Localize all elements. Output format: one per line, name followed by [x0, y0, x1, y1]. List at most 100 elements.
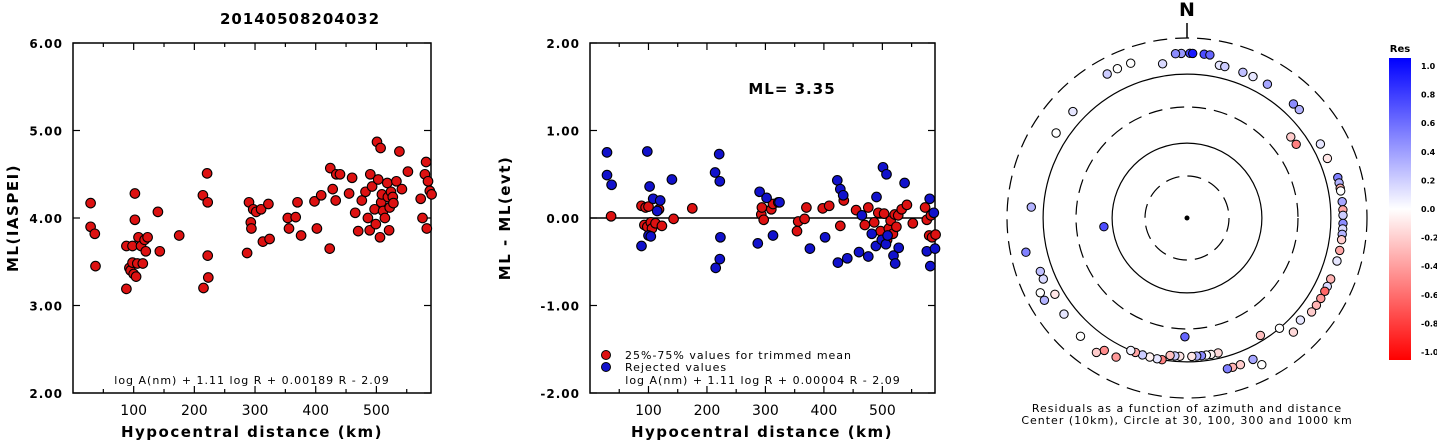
data-point: [129, 188, 141, 199]
data-point: [866, 228, 878, 240]
data-point: [295, 230, 307, 241]
y-tick-label: 4.00: [29, 212, 63, 226]
station-residual: [1286, 132, 1296, 142]
data-point: [881, 168, 892, 180]
data-point: [129, 214, 141, 226]
data-point: [834, 220, 846, 232]
station-residual: [1288, 99, 1299, 109]
station-residual: [1099, 345, 1110, 356]
station-residual: [1051, 128, 1061, 138]
data-point: [668, 213, 679, 225]
data-point: [891, 221, 902, 233]
station-residual: [1220, 61, 1230, 72]
y-axis-label-1: ML(IASPEI): [4, 164, 22, 272]
distance-circle: [1075, 106, 1299, 330]
data-point: [636, 240, 647, 252]
data-point: [919, 202, 931, 213]
data-point: [924, 260, 936, 272]
distance-circle: [1111, 142, 1263, 294]
station-residual: [1188, 48, 1198, 59]
station-residual: [1288, 327, 1299, 337]
north-label: N: [1179, 0, 1195, 21]
data-point: [374, 231, 386, 243]
x-tick-label: 500: [363, 403, 390, 419]
data-point: [381, 177, 393, 189]
y-tick-label: 0.00: [546, 212, 580, 226]
data-point: [422, 175, 434, 187]
data-point: [774, 196, 785, 208]
data-point: [899, 177, 910, 189]
data-point: [831, 175, 843, 186]
station-residual: [1187, 351, 1197, 362]
ml-annotation: ML= 3.35: [748, 80, 835, 98]
data-point: [853, 246, 865, 258]
data-point: [654, 195, 666, 206]
legend: 25%-75% values for trimmed mean Rejected…: [601, 349, 852, 374]
station-residual: [1205, 50, 1215, 60]
data-point: [402, 166, 414, 177]
station-residual: [1091, 347, 1102, 358]
x-tick-labels-2: 100 200 300 400 500: [635, 403, 896, 419]
data-point: [754, 186, 765, 198]
x-tick-label: 200: [694, 403, 721, 419]
station-residual: [1316, 293, 1326, 304]
y-tick-label: 6.00: [29, 37, 63, 51]
data-point: [799, 213, 810, 225]
data-point: [752, 238, 764, 249]
x-tick-label: 200: [181, 403, 208, 419]
data-point: [868, 217, 880, 228]
data-point: [283, 223, 295, 234]
data-point: [324, 243, 336, 254]
station-residual: [1335, 245, 1345, 256]
data-point: [364, 168, 376, 180]
station-residual: [1075, 331, 1086, 341]
data-point: [396, 183, 408, 195]
data-point: [837, 189, 849, 201]
station-residual: [1180, 332, 1190, 342]
data-point: [889, 258, 901, 269]
data-point: [264, 233, 275, 245]
station-residual: [1338, 210, 1348, 221]
station-residual: [1248, 71, 1258, 82]
formula-2: log A(nm) + 1.11 log R + 0.00004 R - 2.0…: [625, 374, 900, 387]
data-point: [142, 231, 153, 243]
x-tick-labels-1: 100 200 300 400 500: [120, 403, 389, 419]
data-point: [893, 242, 905, 254]
station-residual: [1102, 69, 1112, 79]
station-residual: [1311, 300, 1322, 310]
colorbar-tick-label: -1.0: [1421, 348, 1437, 357]
data-point: [140, 245, 152, 257]
colorbar-tick-label: 1.0: [1421, 62, 1436, 71]
station-residual: [1315, 139, 1326, 149]
station-residual: [1291, 139, 1301, 150]
y-tick-label: -2.00: [540, 387, 580, 401]
station-residual: [1322, 153, 1333, 164]
y-tick-label: -1.00: [540, 300, 580, 314]
data-point: [366, 181, 378, 192]
station-residual: [1332, 256, 1342, 266]
data-point: [417, 212, 428, 224]
data-point: [202, 196, 214, 208]
legend-label-trimmed: 25%-75% values for trimmed mean: [625, 349, 852, 362]
station-residual: [1059, 309, 1069, 319]
station-residual: [1157, 59, 1168, 69]
data-point: [823, 200, 835, 212]
data-point: [315, 189, 327, 201]
data-point: [388, 197, 399, 209]
colorbar-title: Res: [1390, 44, 1410, 55]
data-point: [426, 189, 437, 200]
colorbar-tick-label: 0.4: [1421, 148, 1436, 157]
x-tick-label: 100: [635, 403, 662, 419]
data-point: [929, 243, 941, 254]
station-residual: [1021, 247, 1031, 257]
data-point: [709, 167, 721, 178]
y-tick-labels-2: -2.00 -1.00 0.00 1.00 2.00: [540, 37, 580, 401]
data-point: [343, 188, 355, 199]
data-points-2: [601, 146, 941, 274]
data-point: [375, 142, 386, 154]
y-tick-label: 2.00: [29, 387, 63, 401]
station-residual: [1222, 364, 1233, 374]
data-point: [241, 247, 253, 259]
colorbar-tick-label: 0.2: [1421, 176, 1435, 185]
y-tick-label: 1.00: [546, 125, 580, 139]
